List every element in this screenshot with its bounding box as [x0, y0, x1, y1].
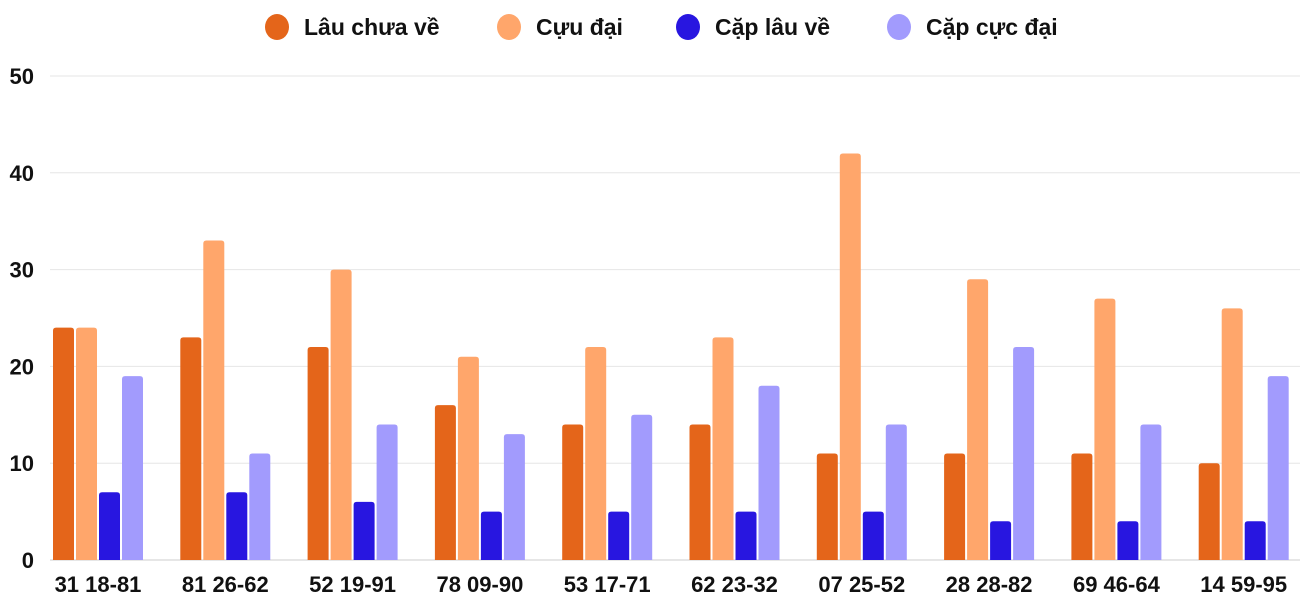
bar	[990, 521, 1012, 560]
bar	[1221, 308, 1243, 560]
y-tick-label: 50	[10, 64, 34, 89]
bar	[816, 453, 838, 560]
bar	[376, 424, 398, 560]
x-tick-label: 62 23-32	[691, 572, 778, 597]
bar	[203, 240, 225, 560]
x-tick-label: 14 59-95	[1200, 572, 1287, 597]
bar	[53, 327, 74, 560]
legend: Lâu chưa về Cựu đại Cặp lâu về Cặp cực đại	[265, 14, 1058, 40]
bar	[967, 279, 989, 560]
bar	[1198, 463, 1220, 560]
bar	[758, 385, 780, 560]
legend-label: Cựu đại	[536, 14, 623, 40]
bar	[585, 347, 607, 560]
bar	[434, 405, 456, 560]
bar	[330, 269, 352, 560]
bar	[1267, 376, 1289, 560]
bar	[307, 347, 329, 560]
y-tick-label: 30	[10, 258, 34, 283]
bar	[1140, 424, 1162, 560]
y-tick-label: 10	[10, 451, 34, 476]
x-axis: 31 18-81 81 26-62 52 19-91 78 09-90 53 17-71…	[55, 572, 1288, 597]
legend-swatch	[887, 14, 911, 40]
bar	[249, 453, 271, 560]
bar	[885, 424, 907, 560]
bar	[735, 511, 757, 560]
bar	[122, 376, 143, 560]
bar	[226, 492, 248, 560]
bar	[76, 327, 97, 560]
x-tick-label: 28 28-82	[946, 572, 1033, 597]
legend-label: Cặp lâu về	[715, 14, 830, 40]
legend-swatch	[265, 14, 289, 40]
bar	[1244, 521, 1266, 560]
bar	[503, 434, 525, 560]
x-tick-label: 31 18-81	[55, 572, 142, 597]
bar	[1071, 453, 1093, 560]
legend-swatch	[497, 14, 521, 40]
bar	[457, 356, 479, 560]
bar	[99, 492, 120, 560]
x-tick-label: 07 25-52	[818, 572, 905, 597]
x-tick-label: 53 17-71	[564, 572, 651, 597]
bar	[353, 501, 375, 560]
bar	[712, 337, 734, 560]
bar	[862, 511, 884, 560]
bar	[631, 414, 653, 560]
x-tick-label: 52 19-91	[309, 572, 396, 597]
legend-swatch	[676, 14, 700, 40]
legend-label: Lâu chưa về	[304, 14, 440, 40]
bar	[180, 337, 202, 560]
bar	[944, 453, 966, 560]
bar	[839, 153, 861, 560]
y-tick-label: 20	[10, 354, 34, 379]
y-axis: 0 10 20 30 40 50	[10, 64, 34, 573]
x-tick-label: 69 46-64	[1073, 572, 1161, 597]
bar	[608, 511, 630, 560]
bar	[1013, 347, 1035, 560]
bar	[480, 511, 502, 560]
x-tick-label: 78 09-90	[436, 572, 523, 597]
bar	[562, 424, 584, 560]
bar	[1094, 298, 1116, 560]
y-tick-label: 40	[10, 161, 34, 186]
bar	[689, 424, 711, 560]
x-tick-label: 81 26-62	[182, 572, 269, 597]
legend-label: Cặp cực đại	[926, 14, 1058, 40]
y-tick-label: 0	[22, 548, 34, 573]
bars	[53, 153, 1289, 560]
bar	[1117, 521, 1139, 560]
